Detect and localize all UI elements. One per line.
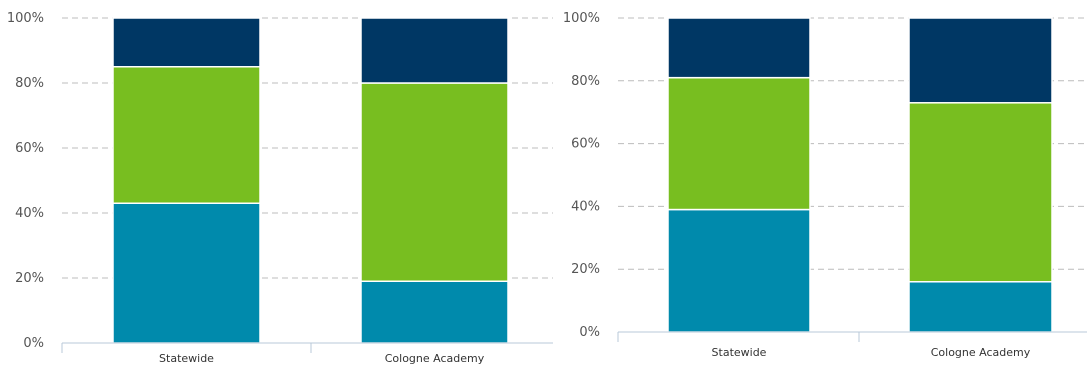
y-tick-label: 0% [23,336,44,351]
bar-segment [360,280,509,344]
stacked-bar-chart-right: 0% 20% 40% 60% 80% 100% Statewide Cologne Acade… [563,11,1087,359]
bar-segment [112,202,261,344]
bar-segment [667,76,811,211]
bar-segment [360,82,509,282]
y-tick-label: 40% [15,206,44,221]
bar-segment [908,281,1053,333]
x-category-label: Statewide [712,346,767,359]
bar-segment [908,17,1053,104]
y-tick-label: 20% [15,271,44,286]
bar-segment [360,17,509,84]
y-tick-label: 0% [579,325,600,340]
bar-segment [667,17,811,79]
y-tick-label: 60% [15,141,44,156]
y-tick-label: 80% [571,74,600,89]
y-tick-label: 20% [571,262,600,277]
stacked-bar-chart-left: 0% 20% 40% 60% 80% 100% Statewide Cologne Acade… [7,11,553,365]
y-tick-label: 60% [571,137,600,152]
y-tick-label: 40% [571,199,600,214]
y-tick-label: 80% [15,76,44,91]
bar-segment [908,102,1053,283]
bar-segment [667,208,811,333]
bar-segment [112,17,261,68]
x-category-label: Statewide [159,352,214,365]
x-category-label: Cologne Academy [931,346,1031,359]
y-tick-label: 100% [563,11,600,26]
bar-segment [112,66,261,204]
y-tick-label: 100% [7,11,44,26]
x-category-label: Cologne Academy [385,352,485,365]
